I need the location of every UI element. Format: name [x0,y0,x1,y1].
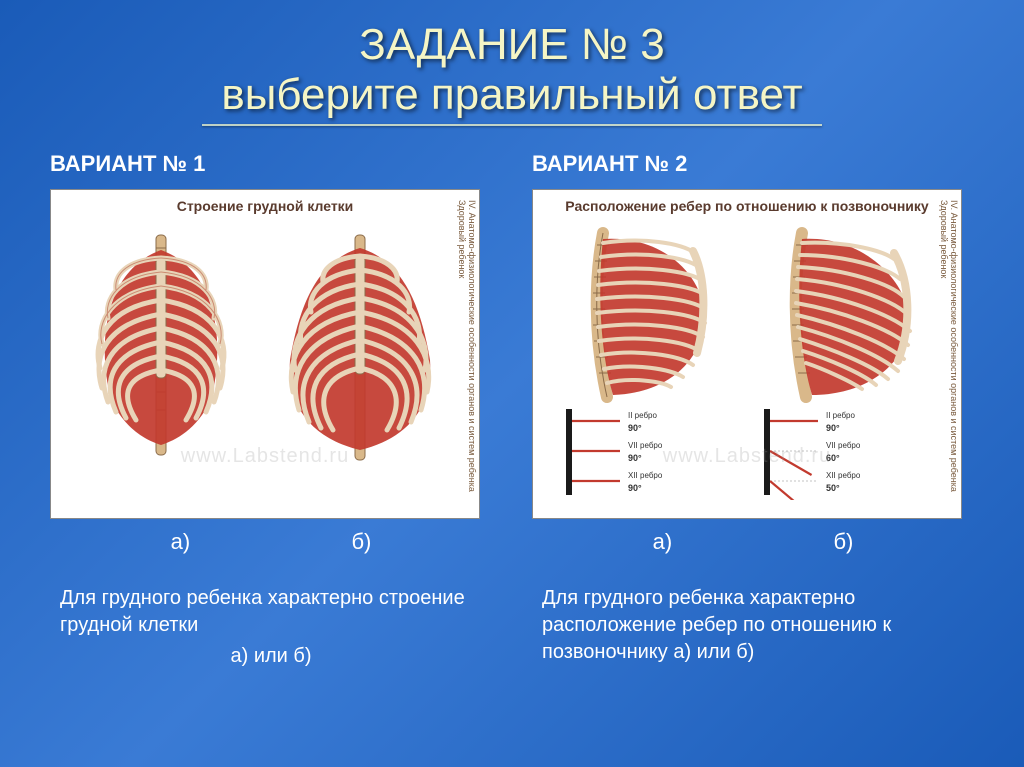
variant1-label-a: а) [171,529,191,555]
variant2-label-a: а) [653,529,673,555]
ribcage-front-a [76,230,246,470]
svg-text:VII ребро: VII ребро [826,441,861,450]
svg-text:II ребро: II ребро [826,411,856,420]
title-underline [202,124,822,126]
variant2-panel-title: Расположение ребер по отношению к позвон… [543,198,951,214]
columns: ВАРИАНТ № 1 Строение грудной клетки IV. … [40,151,984,670]
svg-text:90°: 90° [628,453,642,463]
variant2-ab-row: а) б) [532,529,974,555]
variant1-images [61,220,469,470]
ribcage-front-b [265,230,455,470]
svg-text:XII ребро: XII ребро [628,471,663,480]
svg-text:XII ребро: XII ребро [826,471,861,480]
svg-text:VII ребро: VII ребро [628,441,663,450]
svg-text:90°: 90° [628,483,642,493]
variant1-heading: ВАРИАНТ № 1 [50,151,492,177]
angle-diagrams: II ребро 90° VII ребро 90° XII ребро 90° II р… [543,405,951,500]
svg-text:90°: 90° [826,423,840,433]
title-line1: ЗАДАНИЕ № 3 [40,20,984,70]
svg-text:II ребро: II ребро [628,411,658,420]
variant1-panel-title: Строение грудной клетки [61,198,469,214]
variant-1: ВАРИАНТ № 1 Строение грудной клетки IV. … [50,151,492,670]
variant2-label-b: б) [833,529,853,555]
svg-text:60°: 60° [826,453,840,463]
variant2-heading: ВАРИАНТ № 2 [532,151,974,177]
variant2-images [543,220,951,405]
angle-diagram-b: II ребро 90° VII ребро 60° XII ребро 50° [756,405,936,500]
ribcage-side-a [573,225,723,405]
title-block: ЗАДАНИЕ № 3 выберите правильный ответ [40,20,984,126]
variant1-label-b: б) [351,529,371,555]
ribcage-side-b [772,225,922,405]
svg-text:50°: 50° [826,483,840,493]
variant2-side-text: IV. Анатомо-физиологические особенности … [939,200,959,518]
variant1-answer-opts: а) или б) [60,643,482,670]
slide: ЗАДАНИЕ № 3 выберите правильный ответ ВА… [0,0,1024,767]
variant1-side-text: IV. Анатомо-физиологические особенности … [457,200,477,518]
variant2-question: Для грудного ребенка характерно располож… [532,585,974,666]
variant2-panel: Расположение ребер по отношению к позвон… [532,189,962,519]
angle-diagram-a: II ребро 90° VII ребро 90° XII ребро 90° [558,405,738,500]
variant1-panel: Строение грудной клетки IV. Анатомо-физи… [50,189,480,519]
variant-2: ВАРИАНТ № 2 Расположение ребер по отноше… [532,151,974,670]
svg-text:90°: 90° [628,423,642,433]
variant1-ab-row: а) б) [50,529,492,555]
variant1-question: Для грудного ребенка характерно строение… [50,585,492,670]
title-line2: выберите правильный ответ [40,70,984,120]
